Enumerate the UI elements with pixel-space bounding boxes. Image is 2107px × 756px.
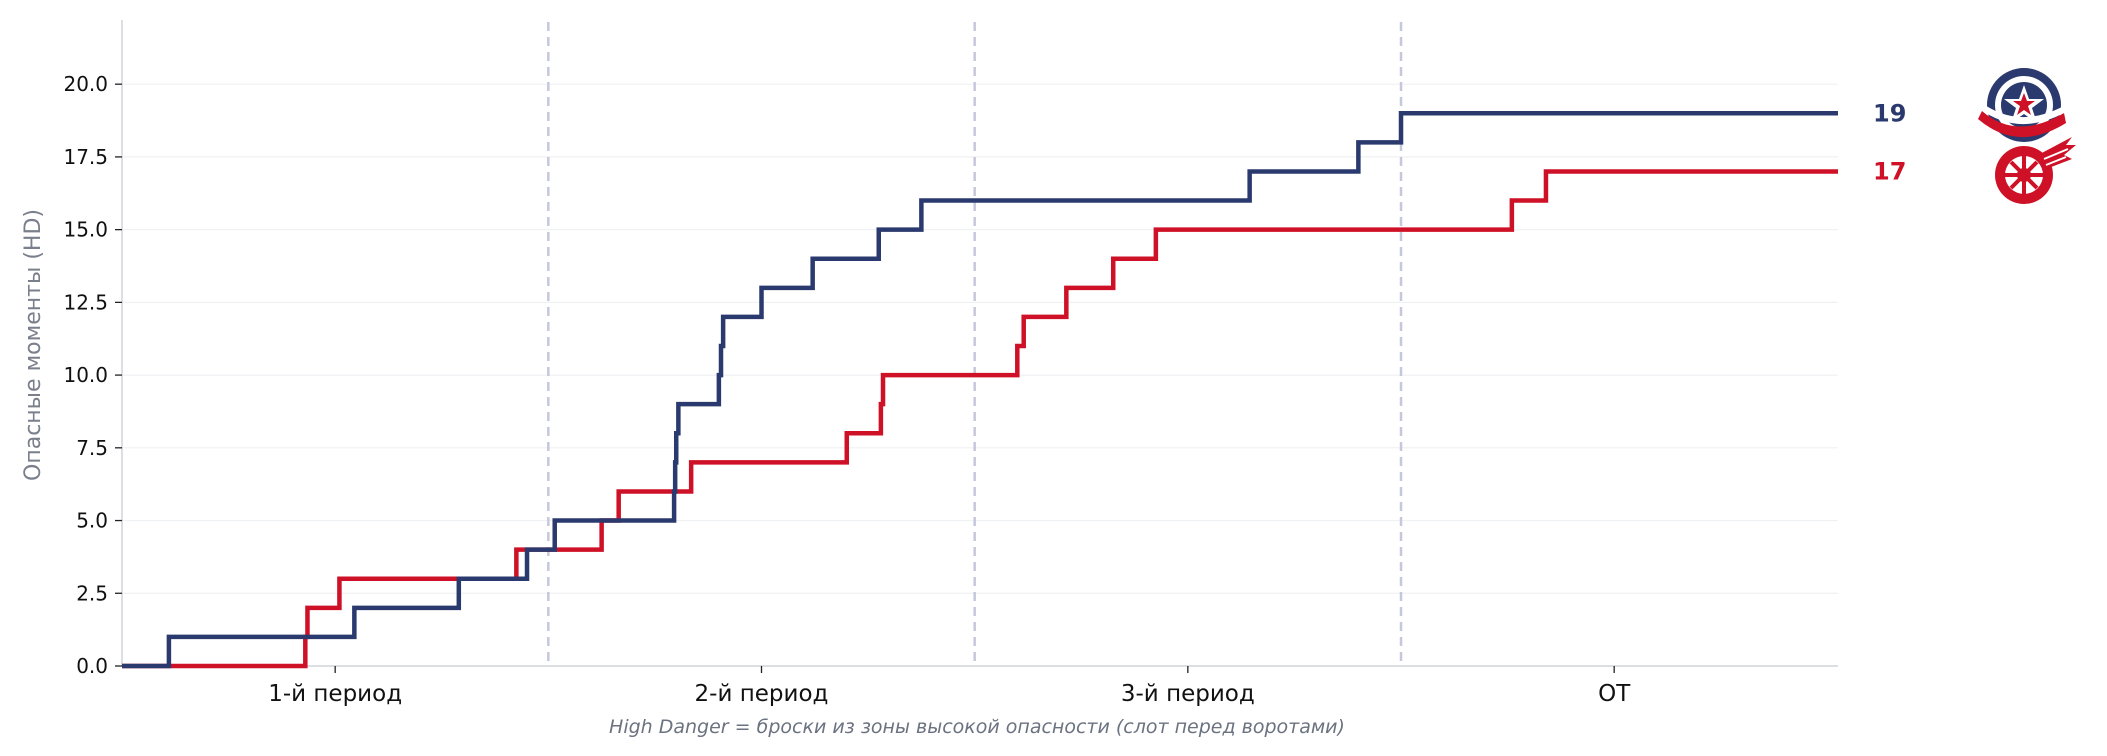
period-dividers bbox=[547, 22, 1403, 666]
y-tick-label: 12.5 bbox=[63, 290, 108, 314]
y-tick-label: 20.0 bbox=[63, 72, 108, 96]
x-tick-label: 2-й период bbox=[695, 681, 829, 707]
x-tick-label: OT bbox=[1598, 681, 1631, 707]
series-end-label: 19 bbox=[1873, 99, 1906, 127]
series-line bbox=[122, 111, 1838, 669]
x-tick-label: 3-й период bbox=[1121, 681, 1255, 707]
y-tick-label: 0.0 bbox=[76, 654, 108, 678]
blue-jackets-logo bbox=[1978, 68, 2066, 142]
axes bbox=[121, 20, 1838, 667]
y-tick-label: 7.5 bbox=[76, 436, 108, 460]
y-tick-label: 15.0 bbox=[63, 218, 108, 242]
grid-lines bbox=[122, 83, 1838, 594]
y-tick-label: 17.5 bbox=[63, 145, 108, 169]
series-end-label: 17 bbox=[1873, 157, 1906, 185]
x-tick-label: 1-й период bbox=[268, 681, 402, 707]
y-tick-label: 2.5 bbox=[76, 581, 108, 605]
chart-note: High Danger = броски из зоны высокой опа… bbox=[609, 716, 1345, 738]
x-ticks: 1-й период 2-й период 3-й период OT bbox=[268, 666, 1631, 707]
series-line bbox=[122, 169, 1838, 669]
y-tick-label: 5.0 bbox=[76, 509, 108, 533]
y-ticks: 0.0 2.5 5.0 7.5 10.0 12.5 15.0 17.5 20.0 bbox=[63, 72, 122, 678]
series-lines bbox=[122, 111, 1838, 669]
y-tick-label: 10.0 bbox=[63, 363, 108, 387]
red-wings-logo bbox=[1995, 137, 2076, 204]
y-axis-label: Опасные моменты (HD) bbox=[21, 209, 46, 481]
